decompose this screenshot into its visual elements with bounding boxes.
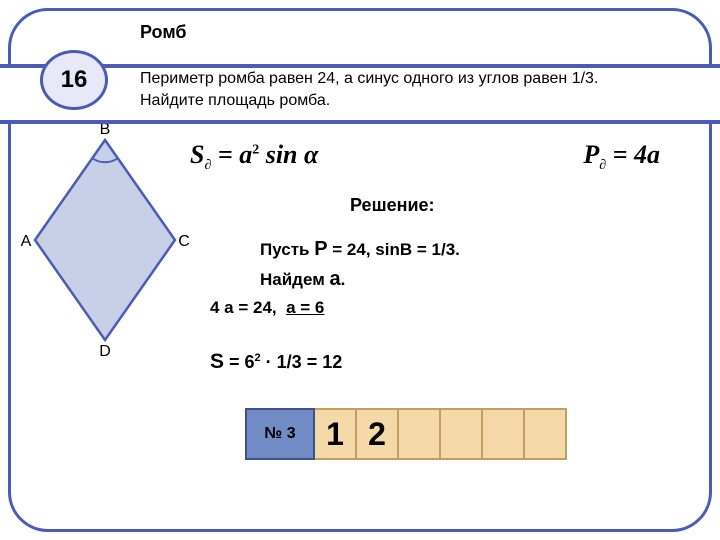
- solution-line-1: Пусть Р = 24, sinB = 1/3.: [260, 238, 460, 261]
- answer-cell: [441, 408, 483, 460]
- answer-cell: 2: [357, 408, 399, 460]
- problem-line1: Периметр ромба равен 24, а синус одного …: [140, 70, 598, 87]
- answer-index-label: № 3: [245, 408, 315, 460]
- formula-area: S∂ = a2 sin α: [190, 140, 318, 174]
- answer-cell: [525, 408, 567, 460]
- solution-line-4: S = 62 · 1/3 = 12: [210, 350, 342, 374]
- answer-cell: 1: [315, 408, 357, 460]
- rhombus-shape: [35, 140, 175, 340]
- vertex-d: D: [99, 343, 111, 360]
- solution-heading: Решение:: [350, 195, 435, 216]
- problem-line2: Найдите площадь ромба.: [140, 92, 330, 109]
- formula-perimeter: P∂ = 4a: [583, 140, 660, 174]
- solution-line-2: Найдем a.: [260, 268, 345, 291]
- vertex-a: A: [21, 233, 32, 250]
- vertex-c: C: [178, 233, 190, 250]
- problem-statement: Периметр ромба равен 24, а синус одного …: [140, 68, 690, 111]
- answer-cell: [483, 408, 525, 460]
- solution-line-3: 4 a = 24, a = 6: [210, 298, 324, 318]
- problem-number-badge: 16: [40, 50, 108, 110]
- rhombus-diagram: B A C D: [20, 120, 190, 360]
- answer-boxes: № 3 1 2: [245, 408, 567, 460]
- answer-cell: [399, 408, 441, 460]
- shape-title: Ромб: [140, 22, 187, 43]
